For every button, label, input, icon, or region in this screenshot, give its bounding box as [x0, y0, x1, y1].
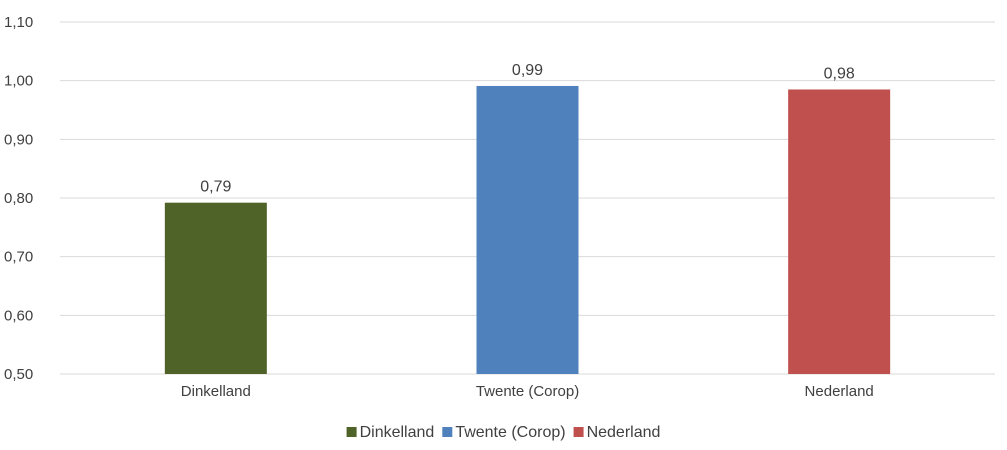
y-tick-label: 0,70 [4, 249, 33, 266]
legend-swatch [346, 427, 357, 437]
data-label: 0,98 [824, 65, 855, 82]
legend-label: Twente (Corop) [455, 424, 565, 441]
data-labels: 0,79 0,99 0,98 [200, 62, 855, 196]
x-axis-category-labels: Dinkelland Twente (Corop) Nederland [181, 383, 874, 400]
bar [788, 89, 891, 374]
y-tick-label: 0,60 [4, 307, 33, 324]
legend-label: Nederland [587, 424, 661, 441]
legend-item: Twente (Corop) [442, 424, 566, 441]
bars [164, 85, 891, 375]
legend: Dinkelland Twente (Corop) Nederland [346, 424, 661, 441]
legend-item: Nederland [573, 424, 661, 441]
y-tick-label: 1,10 [4, 14, 33, 31]
data-label: 0,79 [200, 179, 231, 196]
category-label: Nederland [805, 383, 874, 400]
bar [476, 85, 579, 375]
legend-item: Dinkelland [346, 424, 435, 441]
y-tick-label: 0,50 [4, 366, 33, 383]
category-label: Twente (Corop) [476, 383, 579, 400]
y-tick-label: 0,90 [4, 131, 33, 148]
y-tick-label: 1,00 [4, 73, 33, 90]
bar [164, 202, 267, 374]
legend-label: Dinkelland [360, 424, 435, 441]
legend-swatch [573, 427, 584, 437]
legend-swatch [442, 427, 453, 437]
category-label: Dinkelland [181, 383, 251, 400]
y-axis-tick-labels: 0,50 0,60 0,70 0,80 0,90 1,00 1,10 [4, 14, 33, 383]
y-tick-label: 0,80 [4, 190, 33, 207]
data-label: 0,99 [512, 62, 543, 79]
